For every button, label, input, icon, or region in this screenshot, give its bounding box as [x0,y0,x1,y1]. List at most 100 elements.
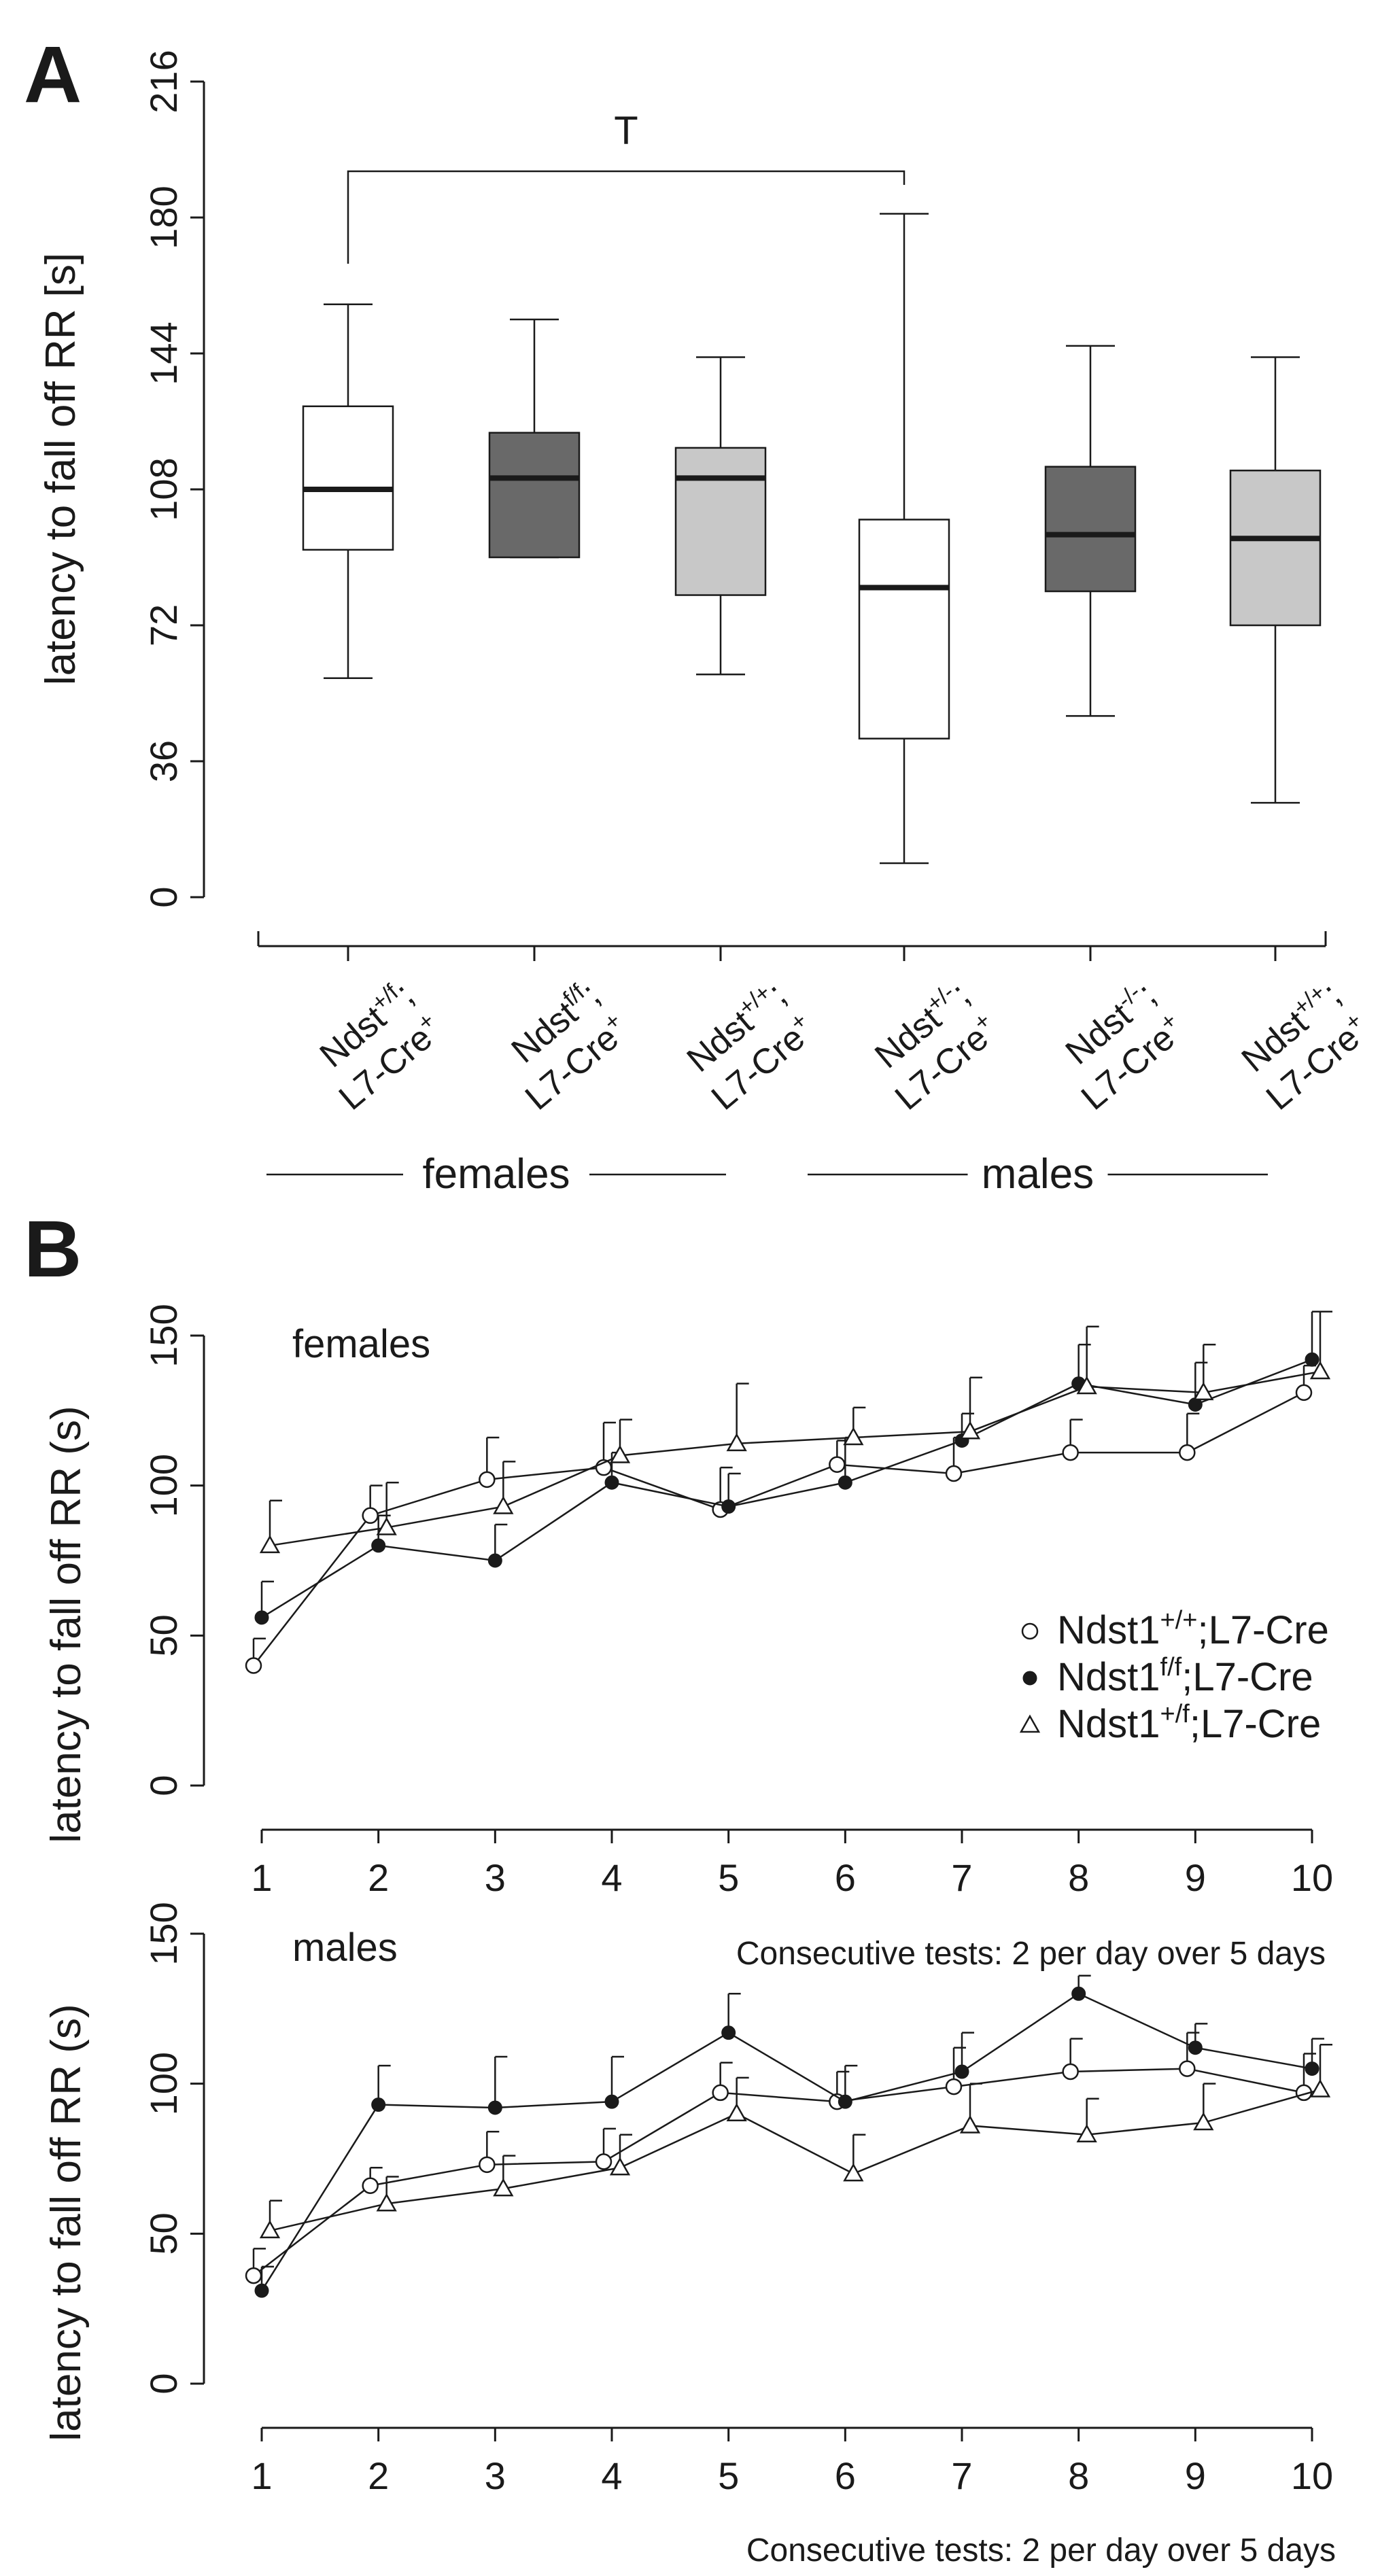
series-triangle [259,1310,1332,1554]
point-triangle [1193,2112,1214,2131]
point-filled [721,2025,736,2040]
x-tick-label: 9 [1185,2454,1206,2497]
y-tick-label: 100 [142,1454,185,1517]
point-triangle [726,2103,747,2122]
point-circle [362,1507,379,1525]
panel-b-males-chart: latency to fall off RR (s) males Consecu… [43,1902,1336,2569]
males-series [245,1974,1332,2298]
point-triangle [959,2114,981,2134]
category-label: Ndst+/f;L7-Cre+ [301,973,450,1118]
series-line [269,2089,1321,2232]
point-triangle [959,1421,981,1440]
point-circle [829,1456,846,1474]
point-triangle [726,1433,747,1452]
point-triangle [259,1535,281,1554]
y-tick-label: 36 [142,740,185,782]
point-triangle [376,2193,397,2212]
point-circle [1179,2060,1196,2077]
point-filled [604,2094,619,2109]
box-iqr [1229,469,1322,627]
legend-name: Ndst1 [1057,1608,1160,1652]
significance-label: T [614,109,638,153]
point-triangle [1309,2078,1331,2098]
point-circle [945,2078,963,2095]
box-iqr [858,519,950,739]
panel-a-x-axis [257,931,1327,961]
males-axes: 0 50 100 150 1 2 3 4 5 6 7 8 9 10 [142,1902,1333,2497]
point-triangle [1076,2124,1097,2142]
point-triangle [259,2220,281,2239]
panel-a-letter: A [24,30,82,120]
x-tick-label: 1 [251,2454,272,2497]
point-filled [838,1475,852,1490]
series-triangle [259,2044,1332,2239]
point-circle [479,2156,496,2174]
point-triangle [843,2163,864,2182]
y-tick-label: 180 [142,186,185,249]
females-x-axis-label: Consecutive tests: 2 per day over 5 days [736,1936,1326,1972]
point-circle [945,1465,963,1482]
x-tick-label: 2 [368,1856,389,1899]
box-3 [674,356,767,676]
box-iqr [1044,466,1137,593]
males-chart-title: males [292,1926,398,1970]
point-filled [721,1499,736,1514]
y-tick-label: 100 [142,2052,185,2115]
panel-b-letter: B [24,1204,82,1294]
box-5 [1044,345,1137,717]
category-label: Ndst+/-;L7-Cre+ [857,973,1006,1118]
point-filled [487,1553,502,1568]
panel-b-females-chart: latency to fall off RR (s) females Conse… [43,1304,1333,1972]
legend-entry: Ndst1f/f;L7-Cre [1057,1653,1313,1699]
point-triangle [609,2157,631,2176]
category-label: Ndstf/f;L7-Cre+ [487,973,636,1118]
x-tick-label: 2 [368,2454,389,2497]
box-iqr [674,447,767,596]
series-line [269,1370,1321,1547]
females-y-axis-label: latency to fall off RR (s) [43,1406,90,1843]
point-triangle [493,2178,514,2197]
point-filled [371,2098,386,2112]
females-chart-title: females [292,1322,430,1366]
box-iqr [488,432,581,559]
legend-entry: Ndst1+/f;L7-Cre [1057,1700,1321,1746]
y-tick-label: 150 [142,1902,185,1965]
point-filled [954,2064,969,2079]
x-tick-label: 10 [1291,2454,1333,2497]
point-triangle [609,1444,631,1463]
legend-marker [1022,1671,1037,1686]
x-tick-label: 6 [835,1856,856,1899]
series-line [253,2068,1305,2277]
point-circle [1062,2063,1079,2081]
point-circle [245,1657,262,1674]
x-tick-label: 5 [718,1856,739,1899]
x-tick-label: 7 [951,2454,972,2497]
y-tick-label: 0 [142,1775,185,1796]
legend-sup: f/f [1160,1653,1182,1682]
y-tick-label: 50 [142,1614,185,1656]
significance-bracket: T [347,109,905,264]
x-tick-label: 10 [1291,1856,1333,1899]
x-tick-label: 3 [485,2454,506,2497]
legend-tail: ;L7-Cre [1181,1655,1313,1699]
point-circle [1295,1384,1313,1402]
y-tick-label: 50 [142,2212,185,2255]
point-filled [1305,2061,1319,2076]
box-1 [302,303,394,680]
legend-name: Ndst1 [1057,1655,1160,1699]
point-triangle [843,1427,864,1446]
x-tick-label: 3 [485,1856,506,1899]
y-tick-label: 144 [142,321,185,385]
point-filled [1305,1352,1319,1367]
females-axes: 0 50 100 150 1 2 3 4 5 6 7 8 9 10 [142,1304,1333,1899]
series-circle [245,2032,1316,2284]
point-circle [1021,1622,1039,1640]
y-tick-label: 0 [142,886,185,907]
legend-entry: Ndst1+/+;L7-Cre [1057,1606,1329,1652]
males-x-axis-label: Consecutive tests: 2 per day over 5 days [746,2533,1336,2569]
category-label: Ndst+/+;L7-Cre+ [674,973,823,1118]
x-tick-label: 9 [1185,1856,1206,1899]
point-triangle [1193,1382,1214,1401]
females-series [245,1310,1332,1674]
